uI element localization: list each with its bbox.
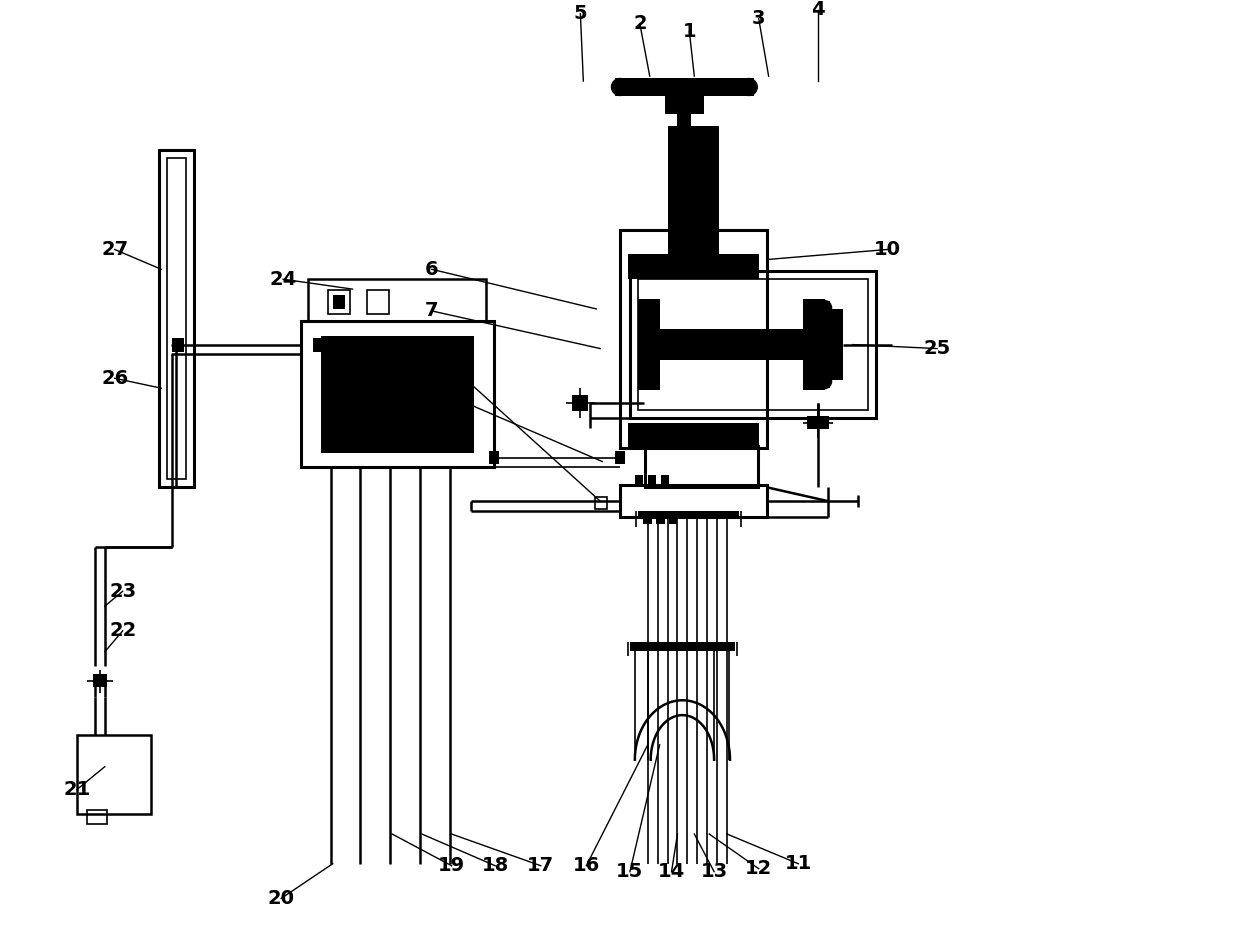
Bar bbox=[642, 515, 652, 524]
Bar bbox=[312, 338, 325, 352]
Text: 2: 2 bbox=[632, 14, 646, 33]
Bar bbox=[573, 395, 588, 411]
Text: 16: 16 bbox=[573, 856, 600, 875]
Bar bbox=[660, 329, 804, 360]
Text: 26: 26 bbox=[102, 369, 129, 388]
Text: 4: 4 bbox=[811, 0, 825, 19]
Bar bbox=[172, 338, 184, 352]
Bar bbox=[93, 673, 107, 687]
Bar bbox=[332, 295, 345, 309]
Text: 9: 9 bbox=[425, 379, 439, 398]
Text: 20: 20 bbox=[268, 889, 295, 908]
Bar bbox=[645, 446, 758, 488]
Bar bbox=[818, 301, 830, 315]
Text: 5: 5 bbox=[574, 4, 588, 24]
Bar bbox=[77, 735, 151, 814]
Bar bbox=[159, 150, 193, 488]
Bar bbox=[630, 642, 735, 651]
Bar bbox=[661, 475, 668, 488]
Bar bbox=[637, 511, 739, 519]
Bar bbox=[308, 279, 486, 321]
Text: 13: 13 bbox=[701, 862, 728, 881]
Circle shape bbox=[817, 301, 831, 315]
Bar bbox=[667, 125, 719, 255]
Bar bbox=[490, 451, 500, 465]
Text: 22: 22 bbox=[109, 621, 136, 640]
Bar bbox=[656, 515, 665, 524]
Text: 12: 12 bbox=[745, 859, 773, 878]
Bar bbox=[807, 416, 830, 429]
Bar bbox=[637, 279, 868, 410]
Bar bbox=[167, 158, 186, 479]
Circle shape bbox=[613, 79, 627, 95]
Text: 24: 24 bbox=[269, 270, 296, 289]
Bar bbox=[677, 96, 692, 230]
Bar bbox=[620, 230, 766, 448]
Circle shape bbox=[817, 374, 831, 389]
Bar bbox=[620, 486, 766, 517]
Text: 7: 7 bbox=[425, 302, 439, 321]
Bar bbox=[804, 299, 825, 390]
Bar bbox=[635, 475, 642, 488]
Text: 27: 27 bbox=[102, 240, 128, 259]
Text: 25: 25 bbox=[924, 339, 951, 358]
Bar bbox=[647, 475, 656, 488]
Bar bbox=[615, 78, 754, 96]
Text: 18: 18 bbox=[481, 856, 508, 875]
Text: 19: 19 bbox=[438, 856, 465, 875]
Bar bbox=[595, 497, 608, 509]
Bar bbox=[301, 321, 495, 468]
Text: 8: 8 bbox=[425, 339, 439, 358]
Bar bbox=[615, 451, 625, 465]
Bar bbox=[665, 96, 704, 114]
Bar bbox=[327, 290, 350, 314]
Bar bbox=[627, 255, 759, 279]
Text: 6: 6 bbox=[425, 259, 439, 279]
Bar bbox=[637, 299, 660, 390]
Bar bbox=[87, 810, 107, 824]
Circle shape bbox=[740, 79, 756, 95]
Text: 14: 14 bbox=[658, 862, 686, 881]
Bar bbox=[321, 336, 475, 453]
Text: 10: 10 bbox=[874, 240, 901, 259]
Text: 21: 21 bbox=[63, 780, 91, 799]
Text: 23: 23 bbox=[109, 582, 136, 601]
Bar bbox=[367, 290, 389, 314]
Text: 1: 1 bbox=[682, 22, 696, 41]
Bar bbox=[630, 272, 875, 418]
Text: 15: 15 bbox=[616, 862, 644, 881]
Text: 11: 11 bbox=[785, 854, 812, 873]
Text: 3: 3 bbox=[751, 9, 765, 28]
Bar bbox=[825, 309, 843, 380]
Bar bbox=[668, 515, 677, 524]
Text: 17: 17 bbox=[527, 856, 554, 875]
Bar bbox=[818, 374, 830, 389]
Bar bbox=[627, 422, 759, 448]
